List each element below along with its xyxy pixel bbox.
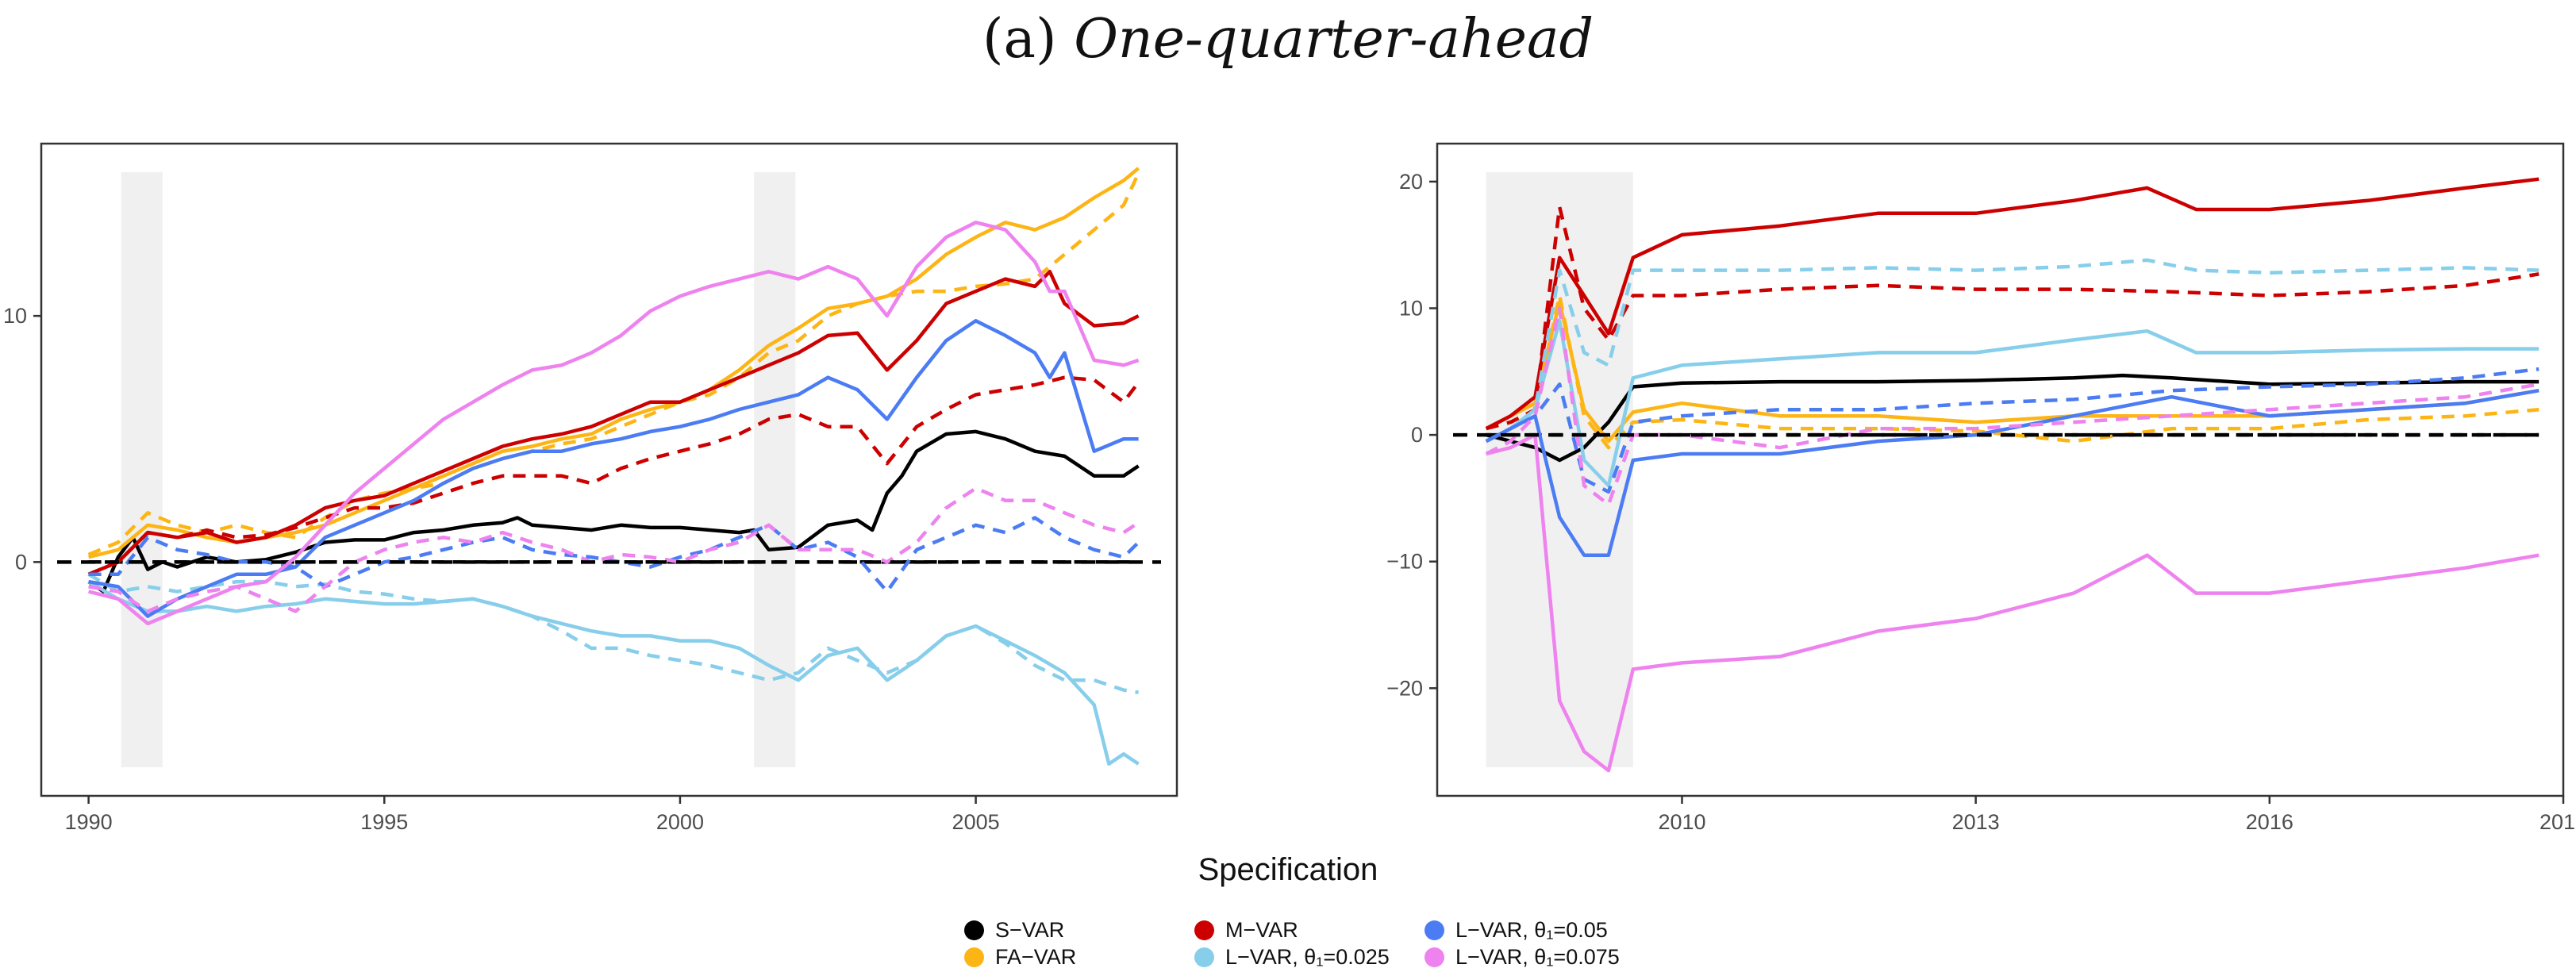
series-line: S−VAR bbox=[1486, 373, 2539, 463]
plot-frame bbox=[1436, 142, 2565, 797]
legend-item: S−VAR bbox=[964, 916, 1064, 944]
x-tick-label: 2013 bbox=[1952, 810, 2000, 834]
series-line: L−VAR, θ₁=0.075 (dashed) bbox=[1485, 306, 2539, 507]
series-line: L−VAR, θ₁=0.025 bbox=[87, 580, 1140, 766]
x-tick-label: 2016 bbox=[2246, 810, 2293, 834]
y-tick-label: 20 bbox=[1399, 170, 1423, 194]
legend-item: L−VAR, θ₁=0.075 bbox=[1424, 943, 1620, 971]
legend-label: L−VAR, θ₁=0.075 bbox=[1455, 944, 1620, 969]
series-line: FA−VAR (dashed) bbox=[87, 172, 1140, 557]
series-line: M−VAR bbox=[1485, 177, 2539, 431]
figure-title-prefix: (a) bbox=[982, 8, 1057, 71]
legend-item: L−VAR, θ₁=0.025 bbox=[1194, 943, 1390, 971]
series-line: L−VAR, θ₁=0.075 bbox=[88, 221, 1140, 626]
series-line: FA−VAR bbox=[88, 167, 1140, 559]
plot-frame bbox=[40, 142, 1178, 797]
legend-swatch bbox=[1194, 920, 1214, 940]
x-tick-label: 2010 bbox=[1658, 810, 1705, 834]
y-tick-label: 0 bbox=[1411, 423, 1423, 447]
series-line: L−VAR, θ₁=0.05 (dashed) bbox=[1485, 367, 2539, 494]
legend-item: L−VAR, θ₁=0.05 bbox=[1424, 916, 1608, 944]
legend-label: S−VAR bbox=[995, 917, 1065, 942]
figure-title-italic: One-quarter-ahead bbox=[1074, 8, 1594, 71]
legend-title: Specification bbox=[1198, 852, 1378, 887]
y-tick-label: −20 bbox=[1386, 676, 1423, 700]
legend-swatch bbox=[964, 947, 984, 967]
series-line: L−VAR, θ₁=0.025 bbox=[1485, 319, 2539, 488]
legend-item: FA−VAR bbox=[964, 943, 1076, 971]
series-line: S−VAR bbox=[87, 429, 1140, 594]
series-line: L−VAR, θ₁=0.025 (dashed) bbox=[1485, 258, 2539, 444]
x-tick-label: 2000 bbox=[656, 810, 704, 834]
figure-title: (a) One-quarter-ahead bbox=[0, 0, 2576, 79]
x-tick-label: 1990 bbox=[65, 810, 113, 834]
series-line: L−VAR, θ₁=0.05 (dashed) bbox=[88, 516, 1140, 594]
y-tick-label: −10 bbox=[1386, 550, 1423, 574]
legend-item: M−VAR bbox=[1194, 916, 1298, 944]
series-line: L−VAR, θ₁=0.075 bbox=[1486, 432, 2539, 773]
x-tick-label: 2005 bbox=[952, 810, 1000, 834]
series-line: M−VAR (dashed) bbox=[87, 375, 1140, 576]
y-tick-label: 10 bbox=[1399, 296, 1423, 320]
series-line: FA−VAR (dashed) bbox=[1486, 294, 2539, 450]
legend-swatch bbox=[1194, 947, 1214, 967]
legend-swatch bbox=[1424, 947, 1444, 967]
legend-label: M−VAR bbox=[1225, 917, 1298, 942]
series-line: M−VAR (dashed) bbox=[1486, 205, 2539, 431]
shaded-period bbox=[121, 172, 163, 767]
series-line: L−VAR, θ₁=0.05 bbox=[1485, 388, 2539, 557]
y-tick-label: 0 bbox=[15, 550, 27, 574]
legend-swatch bbox=[1424, 920, 1444, 940]
x-tick-label: 2019 bbox=[2539, 810, 2576, 834]
legend-label: L−VAR, θ₁=0.025 bbox=[1225, 944, 1390, 969]
y-tick-label: 10 bbox=[3, 304, 27, 328]
series-line: L−VAR, θ₁=0.075 (dashed) bbox=[88, 486, 1140, 613]
legend-label: L−VAR, θ₁=0.05 bbox=[1455, 917, 1608, 942]
legend-label: FA−VAR bbox=[995, 944, 1077, 969]
series-line: L−VAR, θ₁=0.05 bbox=[88, 319, 1139, 618]
x-tick-label: 1995 bbox=[360, 810, 408, 834]
legend-swatch bbox=[964, 920, 984, 940]
